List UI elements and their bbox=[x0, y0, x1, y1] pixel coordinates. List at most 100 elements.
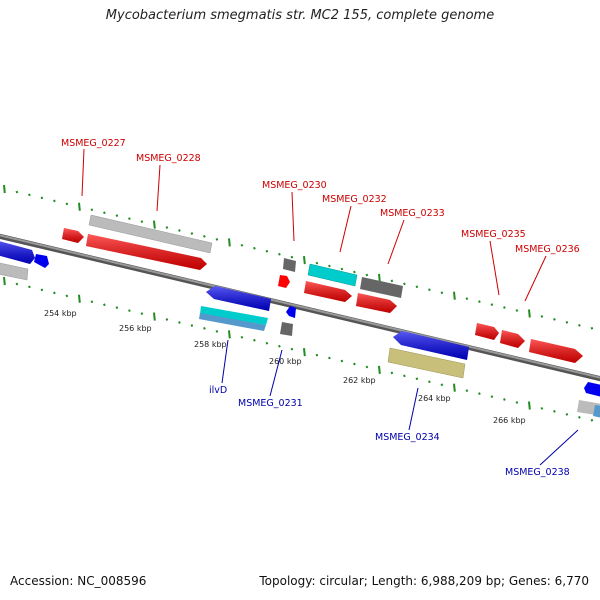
outer-tick-mark bbox=[353, 270, 356, 274]
inner-tick-mark bbox=[490, 395, 494, 398]
gene-label-MSMEG_0230[interactable]: MSMEG_0230 bbox=[262, 180, 327, 191]
gene-arrow-MSMEG_0228[interactable] bbox=[86, 234, 207, 270]
outer-tick-mark bbox=[578, 323, 581, 327]
gene-label-MSMEG_0231[interactable]: MSMEG_0231 bbox=[238, 398, 303, 409]
inner-tick-mark bbox=[503, 398, 506, 401]
inner-tick-mark bbox=[590, 418, 594, 422]
inner-tick-mark bbox=[353, 362, 356, 366]
outer-tick-ring bbox=[3, 184, 594, 330]
gene-label-MSMEG_0236[interactable]: MSMEG_0236 bbox=[515, 244, 580, 255]
gene-feature-grey-0[interactable] bbox=[88, 214, 213, 254]
scale-label-256: 256 kbp bbox=[119, 324, 152, 333]
gene-arrow-MSMEG_0235[interactable] bbox=[475, 323, 499, 340]
inner-tick-mark bbox=[365, 365, 369, 369]
inner-tick-mark bbox=[540, 407, 544, 410]
outer-tick-mark bbox=[40, 196, 44, 200]
outer-tick-mark bbox=[65, 202, 69, 206]
outer-tick-mark bbox=[440, 291, 444, 295]
outer-tick-mark bbox=[90, 208, 94, 212]
outer-tick-mark bbox=[378, 273, 381, 283]
gene-feature-blue-left[interactable] bbox=[0, 240, 49, 268]
inner-tick-mark bbox=[465, 389, 469, 393]
label-leaders bbox=[81, 148, 579, 466]
gene-feature-dark-1[interactable] bbox=[283, 258, 296, 272]
inner-tick-mark bbox=[78, 294, 81, 303]
outer-tick-mark bbox=[428, 288, 431, 292]
gene-feature-small-red[interactable] bbox=[278, 275, 290, 288]
gene-arrow-MSMEG_0233[interactable] bbox=[356, 293, 397, 313]
inner-tick-mark bbox=[290, 347, 294, 351]
outer-tick-mark bbox=[490, 303, 494, 306]
inner-tick-mark bbox=[328, 356, 331, 360]
inner-tick-mark bbox=[315, 353, 319, 357]
outer-tick-mark bbox=[115, 214, 119, 218]
gene-feature-dark-2[interactable] bbox=[280, 322, 293, 336]
gene-label-MSMEG_0235[interactable]: MSMEG_0235 bbox=[461, 229, 526, 240]
inner-tick-mark bbox=[240, 335, 244, 339]
inner-tick-mark bbox=[153, 312, 156, 321]
gene-label-MSMEG_0227[interactable]: MSMEG_0227 bbox=[61, 138, 126, 149]
gene-arrow-MSMEG_0234[interactable] bbox=[393, 331, 469, 360]
inner-tick-mark bbox=[303, 348, 306, 357]
inner-tick-mark bbox=[203, 327, 206, 330]
scale-label-266: 266 kbp bbox=[493, 416, 526, 425]
gene-feature-khaki[interactable] bbox=[387, 347, 466, 379]
outer-tick-mark bbox=[265, 249, 269, 253]
gene-feature-grey-left[interactable] bbox=[0, 262, 29, 281]
outer-tick-mark bbox=[465, 297, 469, 301]
outer-tick-mark bbox=[403, 282, 406, 286]
gene-arrow-MSMEG_0227[interactable] bbox=[62, 228, 84, 243]
gene-label-MSMEG_0233[interactable]: MSMEG_0233 bbox=[380, 208, 445, 219]
outer-tick-mark bbox=[228, 238, 231, 247]
outer-tick-mark bbox=[278, 252, 281, 256]
outer-tick-mark bbox=[190, 232, 194, 235]
outer-tick-mark bbox=[365, 273, 369, 277]
gene-label-ilvD[interactable]: ilvD bbox=[209, 385, 227, 396]
gene-label-MSMEG_0234[interactable]: MSMEG_0234 bbox=[375, 432, 440, 443]
gene-feature-cyan[interactable] bbox=[199, 263, 358, 331]
map-title: Mycobacterium smegmatis str. MC2 155, co… bbox=[105, 8, 495, 23]
inner-tick-mark bbox=[53, 291, 56, 295]
gene-feature-dark-3[interactable] bbox=[360, 277, 403, 298]
gene-label-MSMEG_0232[interactable]: MSMEG_0232 bbox=[322, 194, 387, 205]
accession-text: Accession: NC_008596 bbox=[10, 574, 147, 588]
outer-tick-mark bbox=[315, 261, 319, 265]
gene-arrow-ilvD[interactable] bbox=[206, 286, 271, 311]
outer-tick-mark bbox=[515, 309, 519, 312]
inner-tick-mark bbox=[28, 285, 31, 289]
outer-tick-mark bbox=[390, 279, 394, 283]
inner-tick-mark bbox=[390, 371, 394, 375]
outer-tick-mark bbox=[478, 300, 481, 303]
gene-feature-blue-right[interactable] bbox=[577, 382, 600, 418]
inner-tick-mark bbox=[528, 401, 531, 410]
outer-tick-mark bbox=[590, 326, 594, 330]
outer-tick-mark bbox=[53, 199, 56, 203]
genome-backbone bbox=[0, 233, 600, 382]
outer-tick-mark bbox=[165, 226, 169, 229]
inner-tick-mark bbox=[378, 365, 381, 375]
outer-tick-mark bbox=[128, 217, 131, 221]
outer-tick-mark bbox=[253, 246, 256, 250]
gene-arrow-MSMEG_0236[interactable] bbox=[500, 330, 583, 363]
outer-tick-mark bbox=[453, 291, 456, 300]
inner-tick-mark bbox=[453, 383, 456, 392]
outer-tick-mark bbox=[28, 193, 31, 197]
inner-tick-mark bbox=[553, 410, 556, 413]
outer-tick-mark bbox=[328, 264, 331, 268]
gene-arrow-MSMEG_0232[interactable] bbox=[304, 281, 352, 302]
scale-label-254: 254 kbp bbox=[44, 309, 77, 318]
inner-tick-mark bbox=[65, 294, 69, 298]
outer-tick-mark bbox=[565, 320, 569, 324]
inner-tick-mark bbox=[278, 344, 281, 348]
gene-label-MSMEG_0238[interactable]: MSMEG_0238 bbox=[505, 467, 570, 478]
inner-tick-mark bbox=[140, 312, 144, 315]
inner-tick-mark bbox=[415, 377, 419, 381]
gene-label-MSMEG_0228[interactable]: MSMEG_0228 bbox=[136, 153, 201, 164]
gene-feature-small-blue[interactable] bbox=[286, 306, 296, 318]
inner-tick-mark bbox=[178, 321, 181, 324]
outer-tick-mark bbox=[3, 184, 6, 194]
inner-tick-mark bbox=[228, 330, 231, 339]
outer-tick-mark bbox=[528, 309, 531, 318]
inner-tick-mark bbox=[265, 341, 269, 345]
